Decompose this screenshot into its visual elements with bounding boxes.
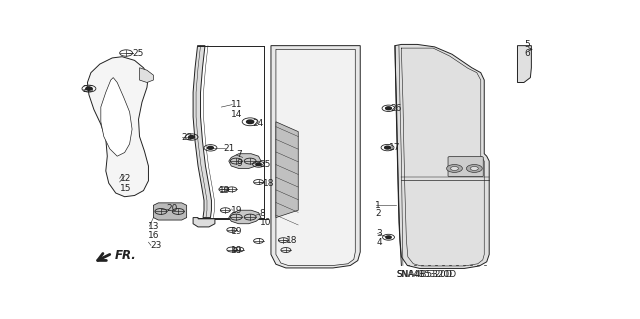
Polygon shape [518,46,531,83]
Circle shape [451,167,458,170]
Text: 19: 19 [231,246,243,255]
Text: 23: 23 [150,241,162,250]
Text: 7: 7 [236,151,242,160]
FancyBboxPatch shape [448,157,483,177]
Circle shape [386,236,391,239]
Text: 6: 6 [524,49,530,58]
Circle shape [386,107,392,110]
Text: FR.: FR. [115,249,136,262]
Text: 26: 26 [390,104,401,113]
Polygon shape [88,57,148,197]
Polygon shape [276,122,298,218]
Text: 19: 19 [219,186,230,195]
Text: 8: 8 [260,209,266,219]
Text: 5: 5 [524,40,530,49]
Text: 9: 9 [236,159,242,168]
Polygon shape [395,44,489,268]
Text: 22: 22 [182,133,193,142]
Polygon shape [193,46,211,218]
Text: 25: 25 [260,160,271,169]
Text: 21: 21 [224,144,236,153]
Text: 12: 12 [120,174,131,183]
Text: 3: 3 [376,229,382,238]
Circle shape [447,165,463,172]
Circle shape [467,165,483,172]
Text: 14: 14 [231,110,243,119]
Circle shape [246,120,253,123]
Text: 19: 19 [231,206,243,215]
Text: 15: 15 [120,184,131,193]
Text: 19: 19 [231,226,243,236]
Polygon shape [271,46,360,268]
Circle shape [86,87,92,90]
Circle shape [256,163,261,166]
Text: 24: 24 [253,119,264,128]
Polygon shape [193,218,215,227]
Text: 11: 11 [231,100,243,109]
Text: 25: 25 [132,48,143,57]
Polygon shape [154,203,187,220]
Text: 4: 4 [376,238,382,247]
Text: 18: 18 [262,179,274,188]
Text: 13: 13 [148,222,160,231]
Polygon shape [229,210,261,224]
Text: SNA4B5320D: SNA4B5320D [396,270,452,278]
Text: SNA4B5320D: SNA4B5320D [396,270,456,278]
Text: 20: 20 [167,204,178,213]
Circle shape [385,146,390,149]
Polygon shape [229,154,261,168]
Text: 10: 10 [260,218,271,227]
Circle shape [189,136,195,138]
Text: 26: 26 [83,85,94,94]
Text: 2: 2 [375,209,381,219]
Circle shape [470,167,478,170]
Polygon shape [140,68,154,83]
Polygon shape [276,49,355,265]
Text: 16: 16 [148,231,160,240]
Circle shape [207,146,213,149]
Text: 18: 18 [286,236,298,245]
Text: 17: 17 [388,143,400,152]
Polygon shape [101,78,132,156]
Text: 1: 1 [375,201,381,210]
